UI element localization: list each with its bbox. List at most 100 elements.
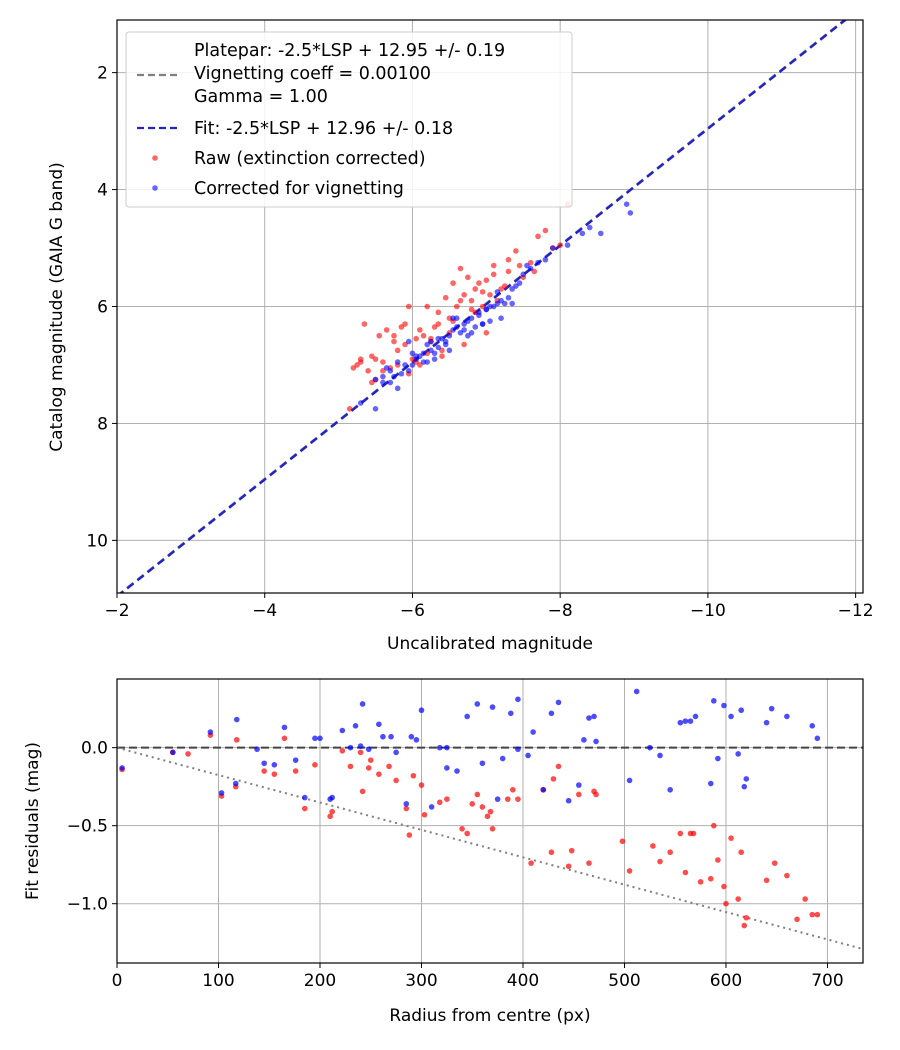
corrected-data-point [763,719,770,726]
raw-data-point [476,280,482,286]
corrected-data-point [586,224,593,231]
corrected-data-point [409,362,416,368]
raw-data-point [479,804,486,810]
x-tick-label: 600 [710,971,742,991]
x-tick-label: −4 [252,601,277,621]
corrected-data-point [576,782,582,788]
raw-data-point [403,805,410,812]
corrected-data-point [393,749,399,756]
raw-data-point [682,869,689,876]
corrected-data-point [721,702,727,709]
corrected-data-point [515,746,521,753]
corrected-data-point [403,801,410,807]
corrected-data-point [312,735,318,742]
raw-data-point [794,916,800,923]
raw-data-point [391,338,397,345]
raw-data-point [555,763,562,770]
raw-data-point [369,353,375,359]
y-tick-label: −1.0 [67,895,108,915]
legend-platepar-line-1: Platepar: -2.5*LSP + 12.95 +/- 0.19 [194,41,505,61]
corrected-data-point [271,762,278,768]
raw-data-point [261,768,267,774]
raw-data-point [461,341,467,348]
corrected-data-point [357,400,364,406]
raw-data-point [359,788,366,795]
raw-data-point [421,811,428,818]
fit-line [119,20,848,593]
corrected-data-point [707,780,714,787]
corrected-data-point [387,368,394,374]
corrected-data-point [525,752,531,759]
corrected-data-point [711,698,717,704]
corrected-data-point [405,368,412,374]
raw-data-point [444,796,450,802]
corrected-data-point [474,701,481,707]
raw-data-point [741,922,748,929]
raw-data-point [435,321,442,327]
y-tick-label: 0.0 [81,739,108,759]
raw-data-point [365,765,372,771]
corrected-data-point [768,705,775,712]
x-tick-label: 200 [304,971,336,991]
raw-data-point [542,227,549,234]
corrected-data-point [682,718,689,724]
raw-data-point [784,872,790,879]
x-tick-label: 700 [811,971,843,991]
corrected-data-point [784,713,790,720]
corrected-data-point [329,794,335,801]
raw-data-point [474,791,481,798]
raw-data-point [457,265,464,272]
y-tick-label: 2 [97,64,108,84]
corrected-data-point [357,743,364,749]
corrected-data-point [359,701,366,707]
raw-data-point [576,791,582,798]
raw-data-point [568,847,575,854]
raw-data-point [405,303,412,310]
raw-data-point [738,849,745,856]
legend-platepar-line-2: Vignetting coeff = 0.00100 [194,64,431,84]
raw-data-point [367,757,374,763]
corrected-data-point [494,289,501,295]
corrected-data-point [535,259,541,266]
raw-data-point [327,813,333,820]
corrected-data-point [207,729,214,735]
corrected-data-point [380,373,386,380]
corrected-data-point [317,735,323,742]
raw-data-point [715,857,721,863]
corrected-data-point [548,710,555,717]
legend-raw-label: Raw (extinction corrected) [194,149,426,169]
corrected-data-point [509,300,515,307]
corrected-data-point [352,723,359,729]
raw-data-point [386,763,392,770]
top-y-axis-label: Catalog magnitude (GAIA G band) [47,162,67,452]
corrected-data-point [540,786,547,793]
raw-data-point [281,735,288,742]
corrected-data-point [339,727,346,734]
raw-data-point [413,335,419,342]
raw-data-point [329,808,335,815]
corrected-data-point [431,350,438,357]
x-tick-label: 400 [507,971,539,991]
raw-data-point [383,327,390,333]
bottom-plot-frame [116,678,864,964]
raw-data-point [436,799,443,806]
x-tick-label: −8 [548,601,573,621]
corrected-data-point [479,321,486,327]
corrected-data-point [627,210,634,216]
raw-data-point [510,786,516,793]
corrected-data-point [647,744,653,751]
bottom-y-ticks: 0.0 −0.5 −1.0 [67,739,117,915]
x-tick-label: 0 [112,971,123,991]
raw-data-point [406,832,413,838]
corrected-data-point [498,315,504,321]
corrected-data-point [413,353,419,359]
corrected-data-point [119,765,125,771]
corrected-data-point [380,379,386,386]
corrected-data-point [388,733,394,740]
top-x-axis-label: Uncalibrated magnitude [387,634,593,654]
raw-data-point [814,911,821,918]
raw-data-point [528,860,534,866]
top-chart: −2 −4 −6 −8 −10 −12 2 4 6 8 10 Uncalibrated magni… [47,19,874,654]
corrected-data-point [301,794,308,801]
